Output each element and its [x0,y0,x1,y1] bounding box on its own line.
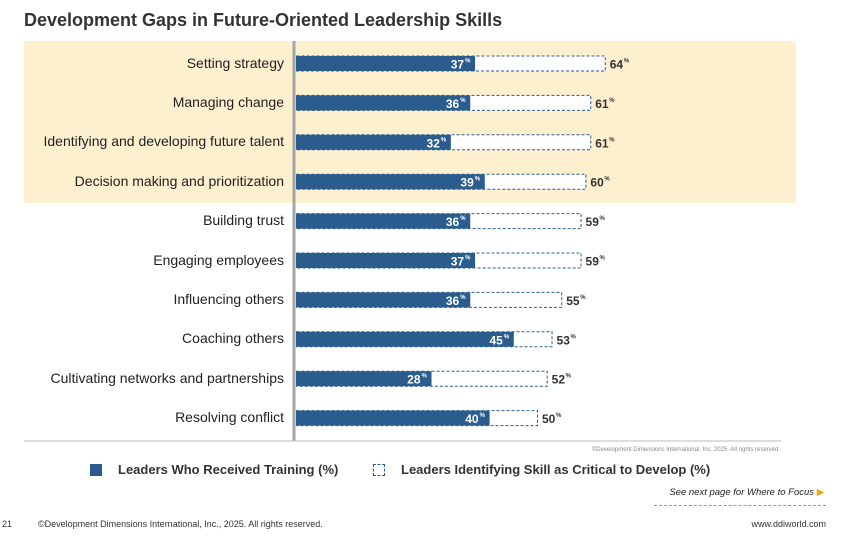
value-label-critical: 61 [595,97,609,111]
percent-sign: % [580,295,586,301]
website-link[interactable]: www.ddiworld.com [751,519,826,529]
percent-sign: % [475,177,481,183]
percent-sign: % [609,98,615,104]
value-label-critical: 61 [595,136,609,150]
bar-training [296,371,432,387]
legend-item-training: Leaders Who Received Training (%) [90,462,338,477]
percent-sign: % [556,413,562,419]
value-label-training: 36 [446,97,460,111]
bar-training [296,174,485,190]
percent-sign: % [422,374,428,380]
page-number: 21 [2,519,13,529]
percent-sign: % [441,137,447,143]
value-label-critical: 50 [542,412,556,426]
percent-sign: % [600,216,606,222]
bar-training [296,134,451,150]
percent-sign: % [609,137,615,143]
percent-sign: % [465,256,471,262]
percent-sign: % [624,59,630,65]
value-label-critical: 53 [557,333,571,347]
legend-label-critical: Leaders Identifying Skill as Critical to… [401,462,711,477]
value-label-training: 28 [407,373,421,387]
percent-sign: % [460,216,466,222]
percent-sign: % [504,334,510,340]
value-label-critical: 59 [586,215,600,229]
category-label: Identifying and developing future talent [43,133,284,150]
legend-item-critical: Leaders Identifying Skill as Critical to… [373,462,710,477]
value-label-critical: 52 [552,373,566,387]
category-label: Setting strategy [186,54,284,71]
percent-sign: % [460,295,466,301]
legend-swatch-dashed [373,463,385,476]
percent-sign: % [604,177,610,183]
percent-sign: % [566,374,572,380]
percent-sign: % [480,413,486,419]
value-label-training: 40 [465,412,479,426]
category-label: Cultivating networks and partnerships [50,369,284,386]
bar-training [296,292,471,308]
percent-sign: % [460,98,466,104]
footer-copyright: ©Development Dimensions International, I… [38,519,323,529]
value-label-training: 32 [427,136,441,150]
value-label-training: 37 [451,255,465,269]
percent-sign: % [600,256,606,262]
percent-sign: % [465,59,471,65]
bar-training [296,213,471,229]
legend-label-training: Leaders Who Received Training (%) [118,462,339,477]
category-label: Decision making and prioritization [74,172,284,189]
category-label: Engaging employees [153,251,284,268]
category-label: Building trust [203,212,284,229]
category-label: Influencing others [173,290,284,307]
value-label-critical: 64 [610,58,624,72]
see-next-page-link[interactable]: See next page for Where to Focus ▶ [669,487,824,498]
value-label-critical: 55 [566,294,580,308]
bar-training [296,56,476,71]
category-label: Managing change [172,93,284,110]
next-page-dashed-line [654,505,826,506]
arrow-right-icon: ▶ [816,487,824,498]
bar-training [296,253,476,268]
value-label-training: 36 [446,294,460,308]
chart-copyright: ©Development Dimensions International, I… [591,447,780,453]
value-label-training: 36 [446,215,460,229]
category-label: Coaching others [182,330,284,347]
see-next-page-text: See next page for Where to Focus [669,487,815,498]
value-label-critical: 59 [586,255,600,269]
bar-training [296,331,514,347]
value-label-training: 39 [460,176,474,190]
value-label-training: 45 [489,333,503,347]
chart-title: Development Gaps in Future-Oriented Lead… [24,10,503,30]
value-label-critical: 60 [590,176,604,190]
value-label-training: 37 [451,58,465,72]
legend-swatch-solid [90,463,102,476]
bar-training [296,410,490,426]
bar-training [296,95,471,111]
percent-sign: % [571,334,577,340]
category-label: Resolving conflict [175,409,284,426]
